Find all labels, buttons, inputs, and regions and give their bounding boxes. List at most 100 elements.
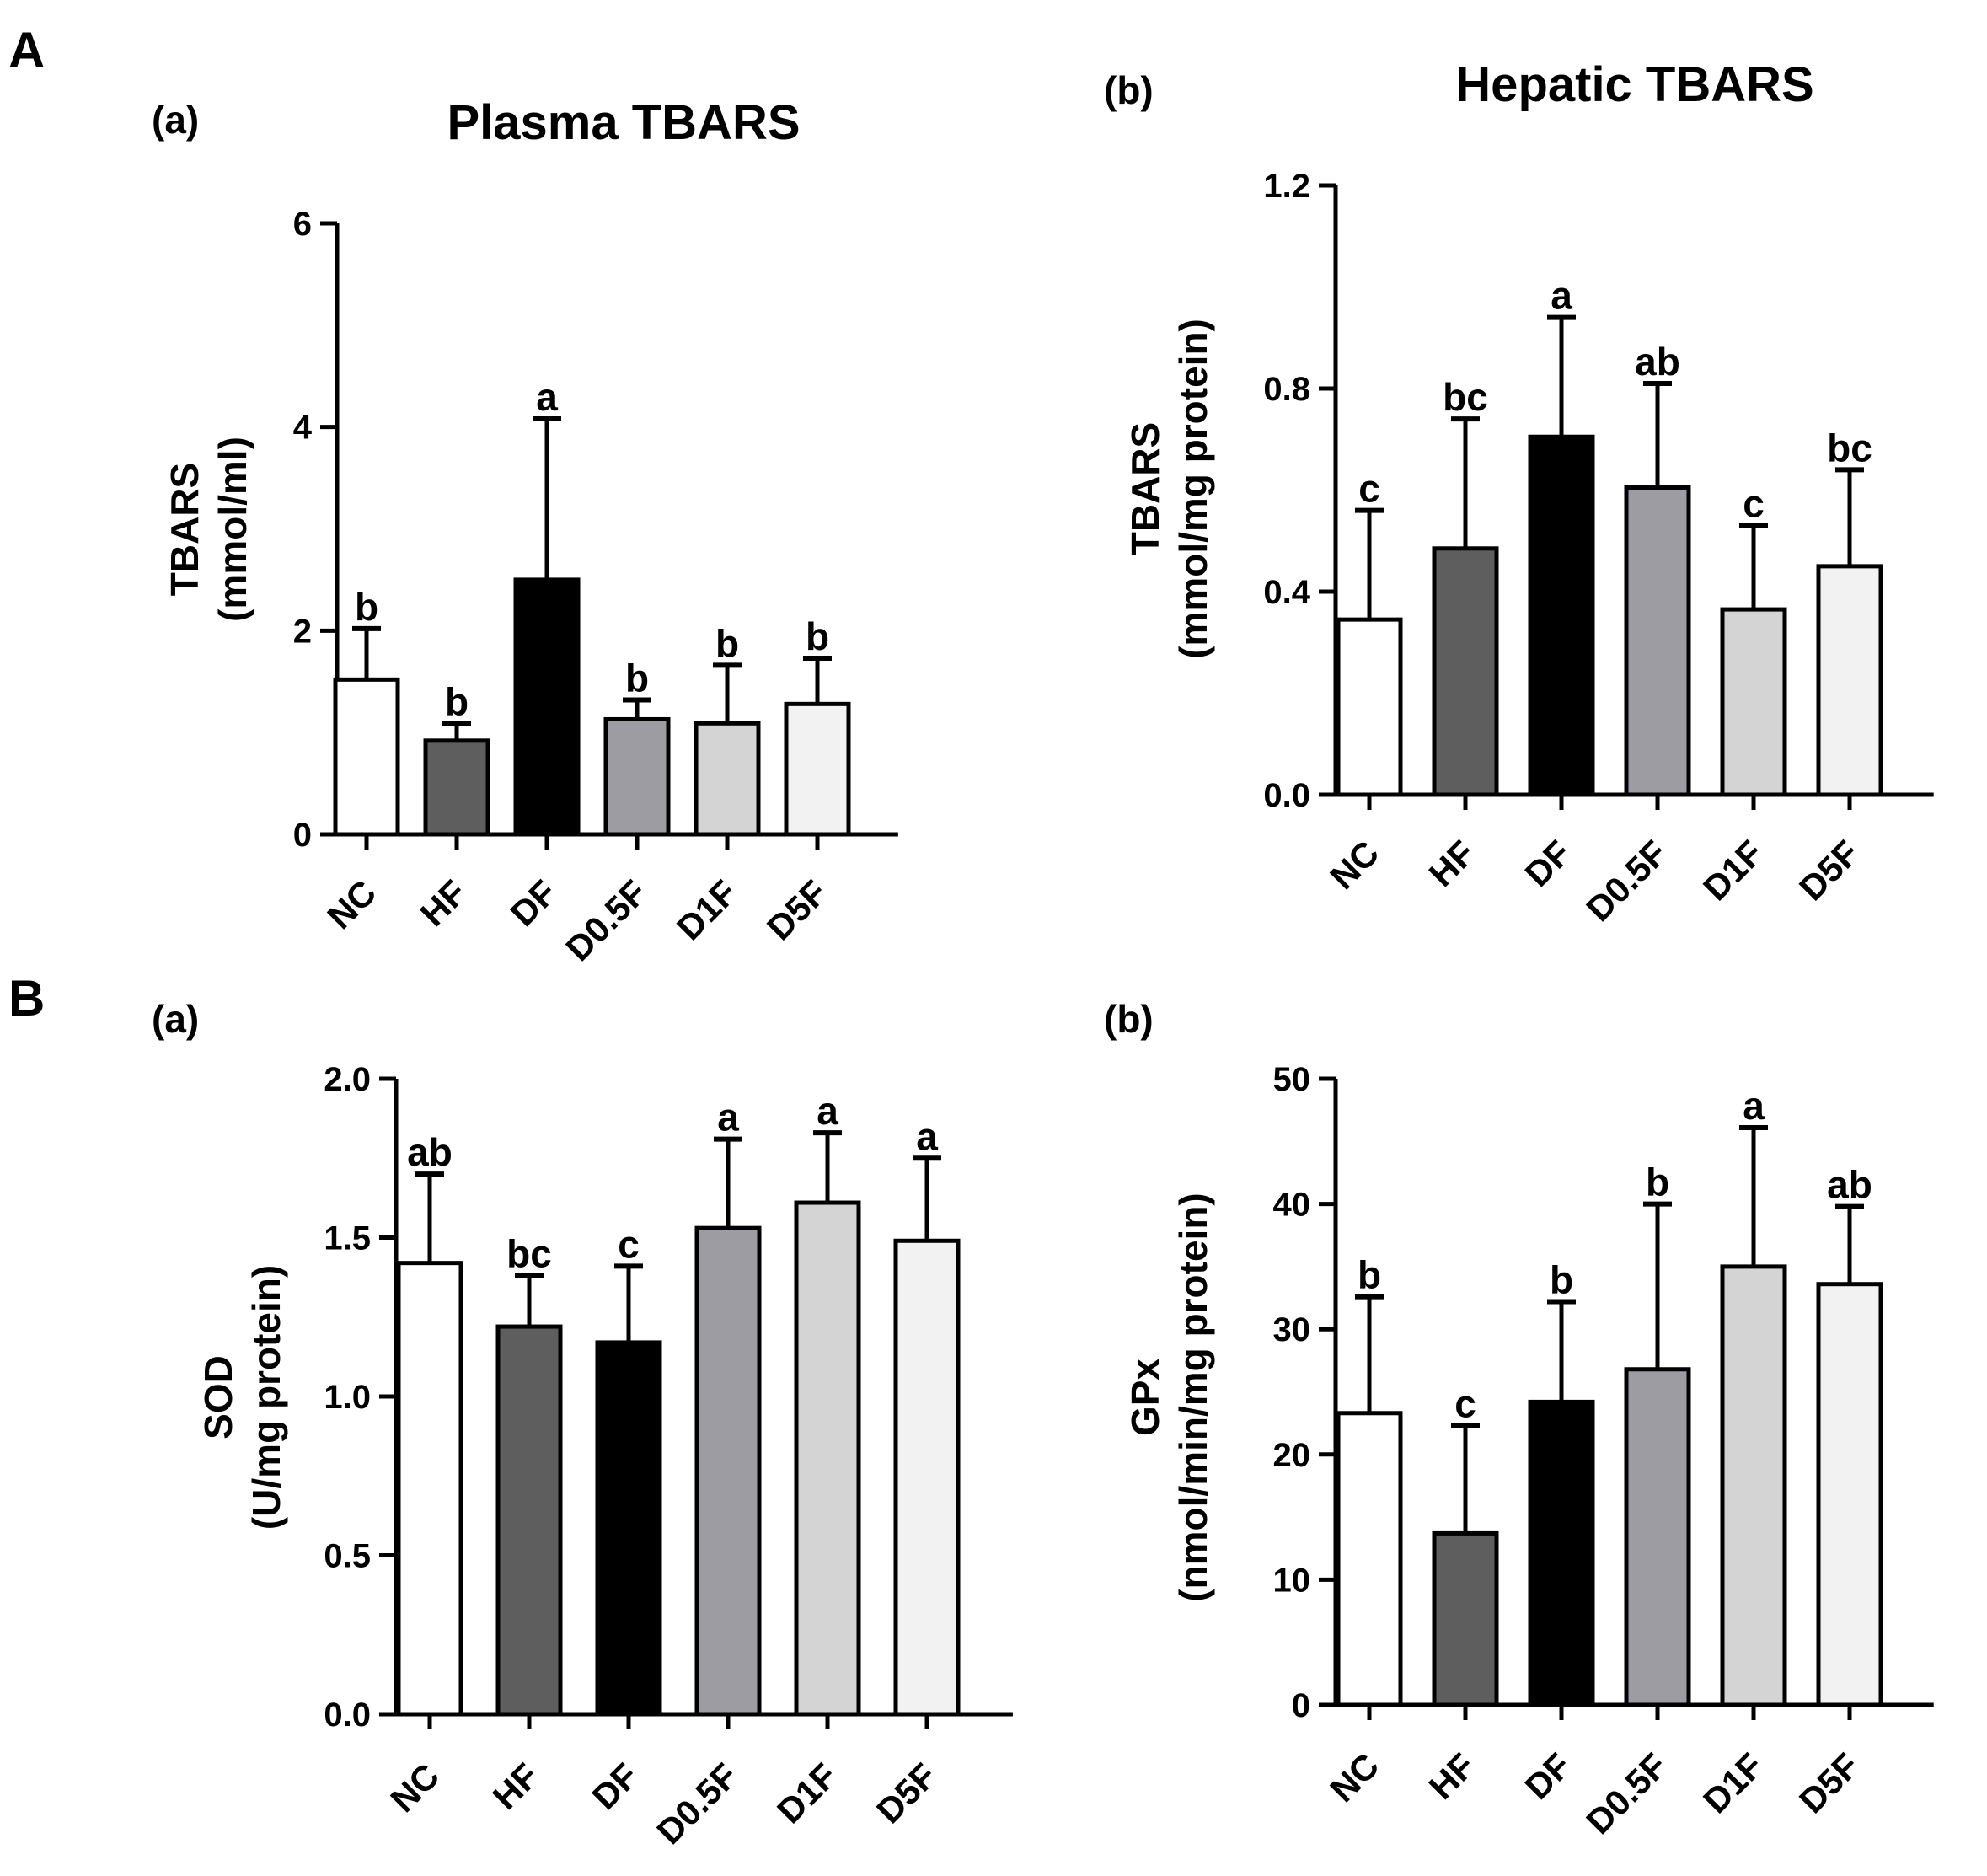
x-tick-label: D1F [669,872,744,947]
bar [1528,434,1595,797]
bar [694,1225,762,1717]
y-tick-label: 20 [1273,1437,1311,1474]
significance-letter: c [1454,1382,1476,1426]
panel-label: (b) [1104,68,1154,112]
bar [1816,564,1883,797]
significance-letter: bc [1827,426,1872,469]
y-tick-label: 6 [293,206,312,243]
panel-label: (b) [1104,997,1154,1041]
bar [1720,1264,1787,1707]
significance-letter: a [536,375,558,419]
x-tick-label: HF [1422,833,1483,894]
x-tick-label: NC [383,1755,447,1820]
x-tick-label: DF [1518,1745,1579,1807]
section-label-a: A [8,22,45,78]
bar [694,721,761,837]
significance-letter: c [1358,467,1380,511]
y-axis-unit-label: (mmol/mg protein) [1171,319,1215,659]
x-tick-label: D5F [1792,833,1866,908]
x-tick-label: NC [319,872,383,936]
y-tick-label: 30 [1273,1311,1311,1348]
significance-letter: ab [407,1130,453,1174]
significance-letter: bc [1443,375,1488,419]
y-tick-label: 1.5 [324,1220,371,1257]
significance-letter: b [625,657,649,700]
x-tick-label: NC [1322,1745,1386,1809]
significance-letter: b [806,614,829,658]
significance-letter: b [445,679,469,723]
chart-title: Plasma TBARS [447,95,800,150]
y-tick-label: 0.0 [1263,777,1310,814]
bar [1624,1367,1691,1707]
y-axis-unit-label: (nmol/min/mg protein) [1171,1193,1215,1602]
bar [495,1324,563,1717]
significance-letter: a [817,1089,838,1133]
significance-letter: c [1743,482,1765,526]
significance-letter: b [355,585,378,629]
chart-plasma-tbars: (a) Plasma TBARS TBARS (mmol/ml) 0 2 4 6 b NC b HF a… [152,95,898,968]
significance-letter: b [1550,1258,1573,1302]
y-tick-label: 2 [293,613,312,650]
chart-hepatic-tbars: (b) Hepatic TBARS TBARS (mmol/mg protein) 0.… [1104,57,1934,929]
panel-label: (a) [152,997,199,1041]
x-tick-label: D5F [1792,1745,1866,1820]
significance-letter: ab [1827,1163,1872,1207]
y-tick-label: 2.0 [324,1061,371,1098]
y-axis-label: TBARS [163,463,206,596]
bar [794,1200,861,1717]
y-tick-label: 4 [293,410,313,447]
y-tick-label: 0.5 [324,1538,371,1575]
y-tick-label: 0 [1292,1687,1310,1724]
significance-letter: ab [1635,340,1680,383]
x-tick-label: D5F [869,1755,944,1830]
bar [1816,1282,1883,1707]
y-axis-unit-label: (U/mg protein) [244,1265,288,1530]
x-tick-label: D1F [1695,1745,1770,1820]
significance-letter: c [618,1222,640,1266]
y-tick-label: 0 [293,817,312,854]
section-label-b: B [8,970,45,1026]
y-tick-label: 1.0 [324,1379,371,1416]
y-tick-label: 40 [1273,1187,1311,1224]
bar [1336,617,1403,797]
bar [784,701,851,837]
bar [1720,607,1787,797]
chart-title: Hepatic TBARS [1455,57,1813,112]
significance-letter: a [916,1114,938,1158]
significance-letter: a [717,1096,739,1139]
bar [1432,546,1499,797]
x-tick-label: HF [1422,1745,1483,1807]
bar [333,677,400,837]
y-axis-label: TBARS [1123,422,1167,555]
y-tick-label: 0.8 [1263,371,1310,408]
bar [603,716,671,837]
bar [595,1340,662,1717]
x-tick-label: D5F [759,872,834,947]
y-tick-label: 0.4 [1263,574,1310,611]
y-tick-label: 10 [1273,1562,1311,1599]
bar [423,738,490,837]
y-axis-label: GPx [1123,1359,1167,1436]
bar [1336,1411,1403,1707]
chart-gpx: (b) GPx (nmol/min/mg protein) 0 10 20 30 40 50 b N… [1104,997,1934,1841]
x-tick-label: HF [413,872,474,934]
y-tick-label: 1.2 [1263,168,1310,205]
panel-label: (a) [152,98,199,142]
y-tick-label: 0.0 [324,1696,371,1734]
x-tick-label: D0.5F [1578,833,1674,929]
y-axis-label: SOD [196,1355,240,1439]
y-tick-label: 50 [1273,1061,1311,1098]
significance-letter: a [1551,274,1572,318]
x-tick-label: DF [503,872,565,934]
significance-letter: b [715,621,739,665]
x-tick-label: DF [585,1755,646,1817]
x-tick-label: DF [1518,833,1579,894]
bar [396,1261,463,1717]
bar [1624,485,1691,797]
bar [513,577,581,837]
bar [1432,1530,1499,1707]
bar [893,1238,961,1717]
x-tick-label: HF [485,1755,547,1817]
x-tick-label: D1F [769,1755,844,1830]
